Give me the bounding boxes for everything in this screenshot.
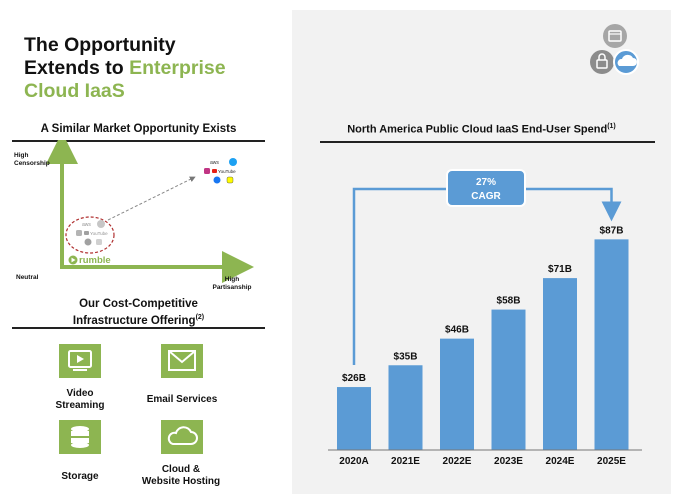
instagram-faded-icon [76, 230, 82, 236]
envelope-icon [161, 344, 203, 378]
x-tick-label-2025E: 2025E [597, 456, 626, 467]
x-tick-label-2021E: 2021E [391, 456, 420, 467]
rumble-logo: rumble [68, 255, 111, 266]
y-axis-label: High Censorship [14, 152, 50, 168]
cagr-badge [446, 169, 526, 207]
cloud-services-badge [590, 24, 639, 75]
bar-value-label-2021E: $35B [394, 351, 418, 362]
bar-2020A [337, 387, 371, 450]
migration-arrow [107, 176, 196, 221]
aws-faded-logo: aws [82, 222, 91, 228]
bar-series: $26B 2020A $35B 2021E $46B 2022E $58B 2023E $71B… [328, 225, 642, 467]
service-video-streaming: Video Streaming [44, 388, 116, 412]
service-video-streaming-line-2: Streaming [55, 400, 105, 411]
snapchat-faded-icon [96, 239, 102, 245]
competitor-logos-faded: aws YouTube [76, 220, 108, 246]
bar-2025E [594, 239, 629, 450]
facebook-icon [213, 176, 221, 184]
youtube-faded-label: YouTube [90, 231, 108, 236]
bar-2021E [388, 365, 423, 450]
service-cloud-hosting-line-1: Cloud & [161, 464, 201, 475]
x-tick-label-2023E: 2023E [494, 456, 523, 467]
service-cloud-hosting: Cloud & Website Hosting [126, 464, 236, 488]
youtube-label: YouTube [218, 169, 236, 174]
y-axis-label-line-1: High [14, 152, 29, 159]
bar-value-label-2020A: $26B [342, 373, 366, 384]
database-icon [59, 420, 101, 454]
bar-2022E [440, 338, 474, 450]
lock-badge-icon [590, 50, 614, 74]
left-panel: The Opportunity Extends to Enterprise Cl… [0, 0, 280, 497]
title-line-2: Extends to [24, 57, 130, 79]
bar-2023E [491, 309, 526, 450]
market-heading-rule [12, 140, 265, 142]
bar-value-label-2023E: $58B [497, 296, 521, 307]
chart-footnote-ref: (1) [607, 123, 616, 130]
title-line-1: The Opportunity [24, 34, 176, 56]
x-axis-label-line-1: High [224, 276, 240, 283]
x-axis-label: High Partisanship [210, 276, 254, 292]
x-axis-label-line-2: Partisanship [212, 284, 252, 291]
calendar-badge-icon [603, 24, 627, 48]
offering-heading-line-1: Our Cost-Competitive [79, 298, 198, 310]
positioning-diagram: aws YouTube aws YouTube rumble [46, 140, 254, 283]
aws-logo: aws [210, 160, 219, 166]
chart-title: North America Public Cloud IaaS End-User… [292, 123, 671, 136]
bar-value-label-2025E: $87B [600, 225, 624, 236]
x-tick-label-2024E: 2024E [546, 456, 575, 467]
origin-label: Neutral [16, 274, 39, 281]
video-player-icon [59, 344, 101, 378]
snapchat-icon [226, 176, 234, 184]
y-axis-label-line-2: Censorship [14, 160, 50, 167]
competitor-logos-color: aws YouTube [204, 158, 237, 184]
x-tick-label-2022E: 2022E [443, 456, 472, 467]
page-title: The Opportunity Extends to Enterprise Cl… [24, 34, 226, 103]
service-cloud-hosting-line-2: Website Hosting [141, 476, 221, 487]
cloud-icon [161, 420, 203, 454]
title-line-2-accent: Enterprise [129, 57, 226, 79]
chart-panel: North America Public Cloud IaaS End-User… [292, 10, 671, 494]
instagram-icon [204, 168, 210, 174]
twitter-faded-icon [97, 220, 105, 228]
youtube-faded-icon [84, 231, 89, 235]
chart-title-text: North America Public Cloud IaaS End-User… [347, 123, 608, 136]
offering-footnote-ref: (2) [195, 314, 205, 321]
youtube-icon [212, 169, 217, 173]
title-line-3-accent: Cloud IaaS [24, 80, 125, 102]
offering-heading-rule [12, 327, 265, 329]
rumble-wordmark: rumble [79, 255, 111, 266]
twitter-icon [229, 158, 237, 166]
competitor-cluster-circle [65, 216, 115, 254]
service-video-streaming-line-1: Video [66, 388, 94, 399]
facebook-faded-icon [84, 238, 92, 246]
offering-heading-line-2: Infrastructure Offering [72, 314, 196, 327]
x-tick-label-2020A: 2020A [339, 456, 368, 467]
market-heading: A Similar Market Opportunity Exists [40, 123, 237, 135]
bar-value-label-2022E: $46B [445, 325, 469, 336]
chart-title-rule [320, 141, 655, 143]
bar-value-label-2024E: $71B [548, 264, 572, 275]
spend-bar-chart: 27% CAGR $26B 2020A $35B 2021E $46B 2022E $58B… [328, 169, 642, 467]
cagr-label: CAGR [471, 191, 501, 202]
service-email: Email Services [146, 394, 218, 405]
cagr-value: 27% [476, 177, 496, 188]
bar-2024E [543, 278, 577, 450]
service-storage: Storage [61, 471, 99, 482]
offering-heading: Our Cost-Competitive Infrastructure Offe… [12, 297, 265, 328]
